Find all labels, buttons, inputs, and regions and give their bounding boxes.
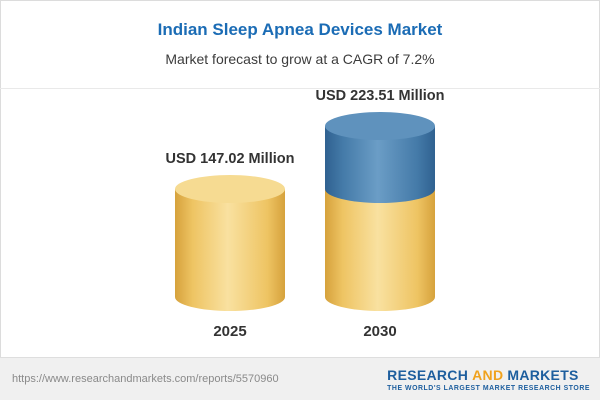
source-url: https://www.researchandmarkets.com/repor… bbox=[12, 373, 279, 385]
logo-tagline: THE WORLD'S LARGEST MARKET RESEARCH STOR… bbox=[387, 384, 590, 392]
logo-wordmark: RESEARCH AND MARKETS bbox=[387, 367, 579, 383]
value-label-2025: USD 147.02 Million bbox=[165, 150, 295, 167]
value-label-2030: USD 223.51 Million bbox=[315, 87, 445, 104]
cylinder-top-yellow bbox=[175, 174, 285, 203]
axis-label-2025: 2025 bbox=[213, 323, 247, 340]
cylinder-body-yellow bbox=[325, 188, 435, 311]
logo-word-markets: MARKETS bbox=[507, 366, 579, 383]
axis-label-2030: 2030 bbox=[363, 323, 397, 340]
bar-cylinder-2025 bbox=[175, 174, 285, 311]
footer-bar: https://www.researchandmarkets.com/repor… bbox=[0, 357, 600, 400]
logo-word-and: AND bbox=[472, 366, 504, 383]
page-title: Indian Sleep Apnea Devices Market bbox=[157, 20, 443, 39]
cylinder-body-yellow bbox=[175, 188, 285, 311]
cylinder-top-blue bbox=[325, 111, 435, 140]
logo-word-research: RESEARCH bbox=[387, 366, 469, 383]
chart-area: USD 147.02 Million 2025 USD 223.51 Milli… bbox=[0, 87, 600, 357]
research-and-markets-logo: RESEARCH AND MARKETS THE WORLD'S LARGEST M… bbox=[387, 367, 590, 392]
chart-header: Indian Sleep Apnea Devices Market Market… bbox=[0, 0, 600, 67]
page-subtitle: Market forecast to grow at a CAGR of 7.2… bbox=[165, 51, 435, 67]
header-divider bbox=[0, 88, 600, 89]
bar-cylinder-2030 bbox=[325, 111, 435, 311]
